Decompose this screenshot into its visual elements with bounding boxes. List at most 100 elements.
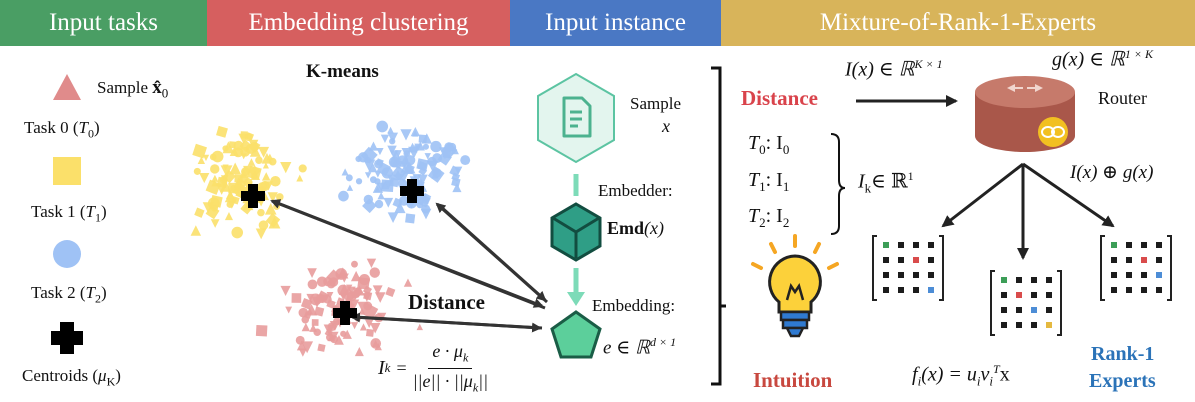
gx-label-text: g(x) ∈ ℝ	[1052, 48, 1125, 71]
legend-task2: Task 2 (T2)	[31, 284, 107, 304]
arrow-to-centroid1-back	[438, 204, 547, 302]
emd-text: Emd	[607, 218, 645, 238]
legend-task0-text: Task 0 (	[24, 118, 79, 137]
scatter-point	[422, 143, 429, 150]
router-icon	[975, 76, 1075, 152]
scatter-point	[358, 274, 371, 286]
scatter-point	[368, 141, 379, 151]
ix-label: I(x) ∈ ℝK × 1	[845, 58, 943, 80]
scatter-point	[403, 150, 411, 157]
task-row-1-val: : I	[765, 169, 783, 191]
formula-fraction: e · μk ||e|| · ||μk||	[413, 341, 488, 395]
scatter-point	[190, 225, 202, 236]
scatter-point	[322, 294, 330, 302]
arrow-to-centroid2-back	[354, 315, 542, 333]
task0-square-icon	[53, 157, 81, 185]
embedding-pentagon-icon	[550, 310, 602, 359]
router-arrow-right	[1022, 162, 1115, 228]
matrix-cell	[1111, 272, 1117, 278]
legend-task2-text: Task 2 (	[31, 283, 86, 302]
formula-den-sub: k	[472, 380, 479, 395]
scatter-point	[258, 146, 270, 158]
fi-v: v	[980, 363, 990, 386]
embedding-formula-sup: d × 1	[650, 335, 677, 349]
scatter-point	[296, 174, 304, 182]
matrix-cell	[1126, 242, 1132, 248]
matrix-cell	[928, 242, 934, 248]
arrow-to-centroid0-back	[274, 200, 544, 308]
centroid-2	[333, 301, 357, 325]
scatter-point	[301, 322, 311, 332]
scatter-point	[224, 212, 233, 221]
scatter-point	[210, 164, 220, 174]
sample-triangle-icon	[53, 74, 81, 100]
scatter-point	[258, 220, 269, 230]
matrix-cell	[1001, 292, 1007, 298]
scatter-point	[309, 293, 322, 306]
matrix-cell	[898, 287, 904, 293]
scatter-point	[451, 177, 461, 187]
task-row-1: T1: I1	[748, 170, 789, 193]
experts-label-line2: Experts	[1089, 370, 1156, 392]
scatter-point	[383, 197, 394, 208]
scatter-point	[263, 181, 274, 191]
matrix-cell	[1001, 322, 1007, 328]
matrix-cell	[1156, 257, 1162, 263]
scatter-point	[326, 291, 334, 299]
kmeans-title: K-means	[306, 61, 379, 82]
scatter-point	[408, 202, 415, 209]
scatter-point	[193, 167, 201, 175]
matrix-cell	[928, 257, 934, 263]
matrix-cell	[1001, 277, 1007, 283]
scatter-point	[301, 341, 314, 354]
scatter-point	[225, 190, 235, 200]
scatter-point	[424, 153, 431, 160]
scatter-point	[421, 133, 432, 144]
scatter-point	[334, 334, 344, 345]
matrix-cell	[883, 257, 889, 263]
scatter-point	[307, 268, 317, 278]
gx-label: g(x) ∈ ℝ1 × K	[1052, 48, 1153, 70]
legend-task0-close: )	[94, 118, 100, 137]
matrix-cell	[1016, 307, 1022, 313]
scatter-point	[243, 165, 253, 176]
task-row-0-valsub: 0	[782, 142, 790, 157]
scatter-point	[264, 203, 277, 215]
scatter-point	[239, 168, 249, 178]
scatter-point	[338, 284, 350, 295]
legend-task2-sub: 2	[95, 291, 101, 306]
matrix-cell	[913, 272, 919, 278]
scatter-point	[365, 319, 374, 328]
scatter-point	[250, 143, 260, 153]
scatter-point	[387, 132, 399, 144]
scatter-point	[314, 306, 325, 317]
legend-centroids-var: μ	[98, 366, 107, 385]
scatter-point	[307, 279, 318, 290]
formula-lhs: I	[378, 356, 385, 379]
ik-label: Ik∈ ℝ1	[858, 170, 914, 195]
task-row-1-sub: 1	[759, 179, 766, 194]
scatter-point	[355, 155, 362, 163]
scatter-point	[374, 171, 382, 178]
matrix-cell	[1016, 277, 1022, 283]
scatter-point	[417, 161, 428, 172]
task-row-1-t: T	[748, 169, 760, 191]
scatter-point	[347, 286, 356, 295]
scatter-point	[399, 173, 409, 183]
legend-task1-sub: 1	[95, 210, 101, 225]
task-row-0: T0: I0	[748, 133, 789, 156]
scatter-point	[347, 299, 360, 312]
header-input-instance: Input instance	[510, 0, 721, 46]
scatter-point	[327, 322, 337, 332]
legend-centroids-text: Centroids (	[22, 366, 99, 385]
scatter-point	[197, 156, 206, 164]
ik-label-sub: k	[864, 180, 872, 196]
embedder-cube-icon	[550, 202, 602, 262]
scatter-point	[306, 307, 313, 315]
scatter-point	[240, 131, 248, 139]
scatter-point	[221, 180, 228, 187]
fi-sup: T	[993, 362, 1000, 376]
scatter-point	[364, 172, 372, 179]
scatter-point	[298, 348, 307, 357]
scatter-point	[372, 339, 380, 348]
